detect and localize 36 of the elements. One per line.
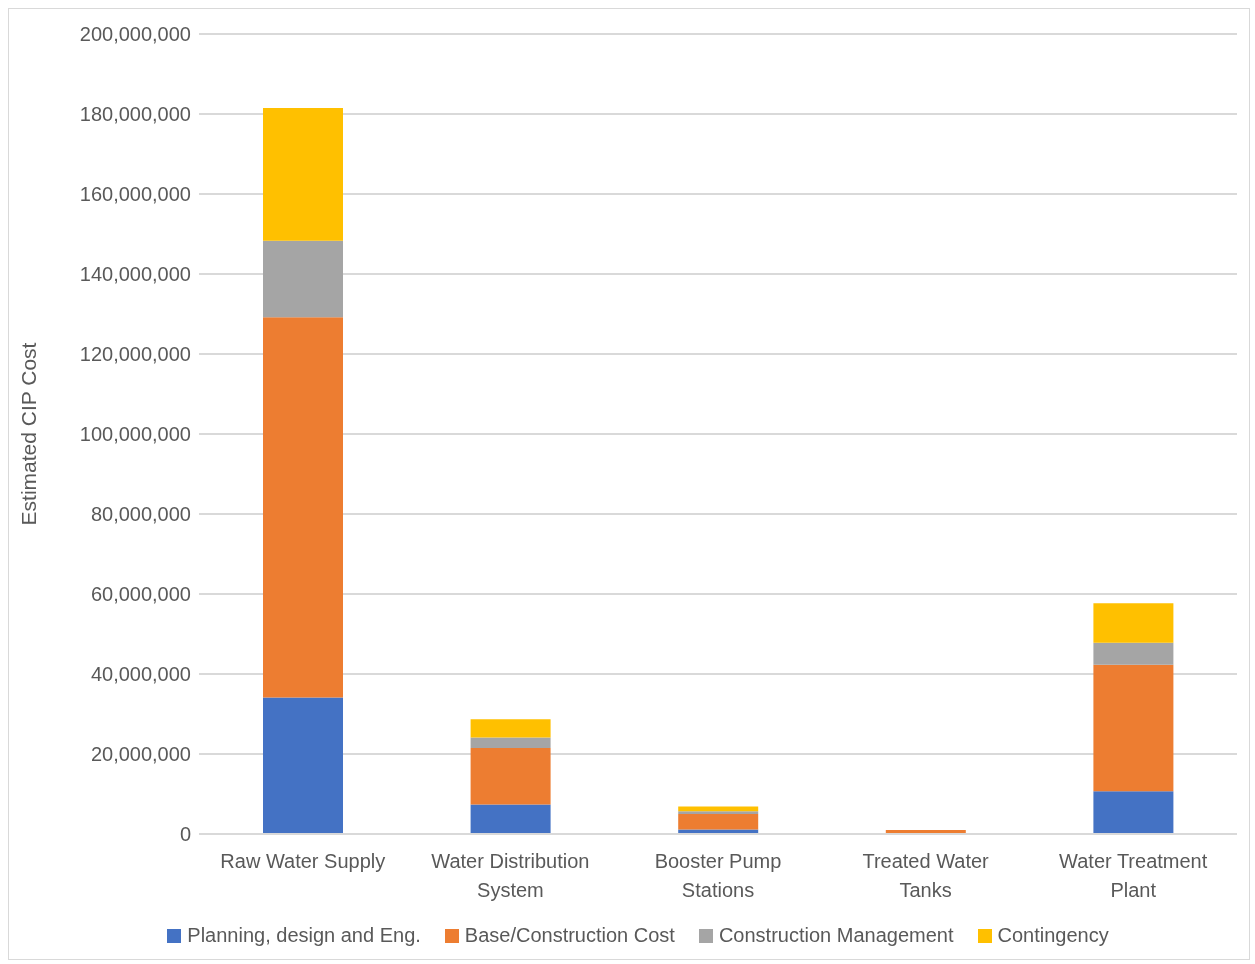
legend-label: Contingency — [996, 924, 1109, 947]
bar — [1093, 791, 1174, 834]
bar — [263, 697, 343, 834]
x-tick-label: Booster Pump Stations — [654, 850, 782, 901]
bar — [678, 806, 759, 812]
x-tick-label: Water Distribution System — [431, 850, 590, 901]
legend-label: Base/Construction Cost — [463, 924, 675, 947]
legend-label: Construction Management — [717, 924, 954, 947]
y-axis-title: Estimated CIP Cost — [17, 342, 41, 526]
y-tick-label: 160,000,000 — [79, 183, 191, 206]
y-tick-label: 100,000,000 — [79, 423, 191, 446]
y-tick-label: 0 — [179, 823, 191, 846]
bar — [470, 737, 551, 748]
y-tick-label: 80,000,000 — [90, 503, 191, 526]
bar — [1093, 664, 1174, 792]
x-tick-label: Treated Water Tanks — [862, 850, 990, 901]
bar — [470, 748, 551, 805]
bar — [470, 719, 551, 738]
y-tick-label: 40,000,000 — [90, 663, 191, 686]
x-tick-label: Water Treatment Plant — [1059, 850, 1208, 901]
y-tick-label: 140,000,000 — [79, 263, 191, 286]
y-tick-label: 120,000,000 — [79, 343, 191, 366]
bar — [1093, 603, 1174, 643]
y-tick-label: 180,000,000 — [79, 103, 191, 126]
bar — [678, 811, 759, 814]
legend-label: Planning, design and Eng. — [186, 924, 421, 947]
x-tick-label: Raw Water Supply — [220, 850, 386, 872]
bar — [678, 814, 759, 830]
y-tick-label: 60,000,000 — [90, 583, 191, 606]
bar — [263, 108, 343, 241]
bar — [263, 240, 343, 318]
y-tick-label: 20,000,000 — [90, 743, 191, 766]
bar — [1093, 642, 1174, 665]
bar — [263, 317, 343, 698]
bar — [470, 804, 551, 834]
y-tick-label: 200,000,000 — [79, 23, 191, 46]
